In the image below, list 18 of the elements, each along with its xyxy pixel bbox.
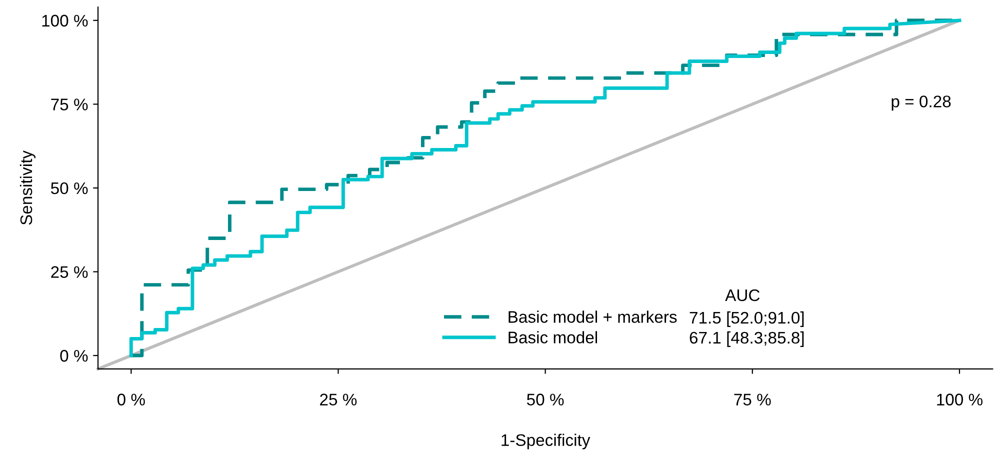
y-tick-label: 0 % <box>60 350 88 362</box>
y-axis-title: Sensitivity <box>20 150 36 225</box>
x-tick-label: 100 % <box>937 394 983 406</box>
legend-label: Basic model + markers <box>508 310 677 323</box>
legend-label: Basic model <box>508 331 598 344</box>
y-tick-label: 100 % <box>42 14 88 27</box>
x-axis-title: 1-Specificity <box>502 434 590 450</box>
annotation: 71.5 [52.0;91.0] <box>690 311 804 327</box>
x-tick-label: 50 % <box>526 394 564 406</box>
x-tick-label: 75 % <box>734 394 771 406</box>
annotation: p = 0.28 <box>892 96 951 111</box>
x-tick-label: 0 % <box>117 394 145 406</box>
y-tick-label: 25 % <box>51 266 88 278</box>
annotation: 67.1 [48.3;85.8] <box>690 331 804 347</box>
y-tick-label: 50 % <box>50 182 88 194</box>
x-tick-label: 25 % <box>320 394 357 406</box>
y-tick-label: 75 % <box>51 98 88 110</box>
legend-title: AUC <box>725 289 760 302</box>
